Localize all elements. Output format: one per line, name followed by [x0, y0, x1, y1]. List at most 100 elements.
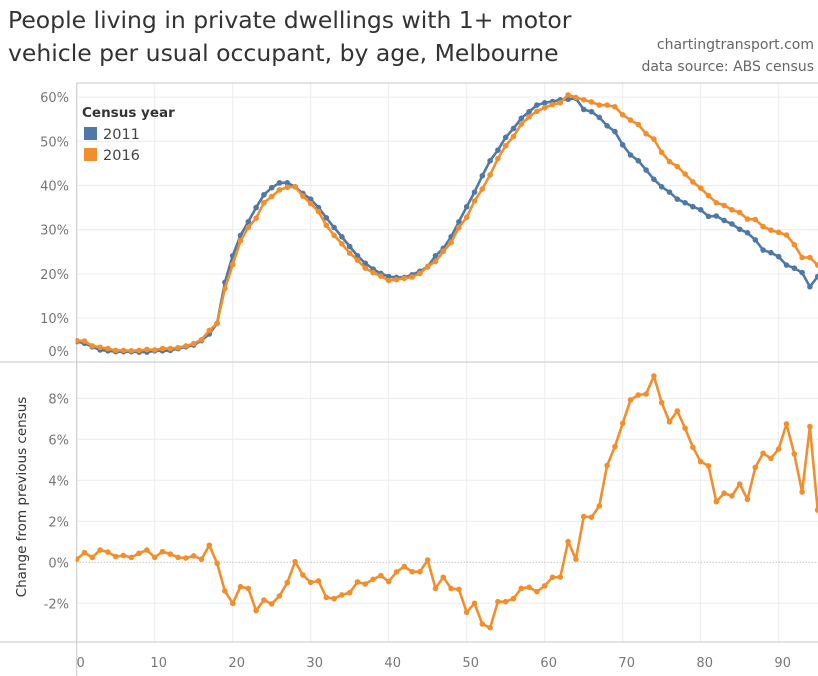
data-point: [89, 343, 96, 349]
data-point: [362, 581, 369, 587]
data-point: [471, 189, 478, 195]
data-point: [612, 104, 618, 110]
data-point: [799, 254, 805, 261]
data-point: [253, 204, 259, 211]
data-point: [167, 551, 174, 557]
data-point: [183, 343, 189, 349]
data-point: [151, 347, 158, 353]
data-point: [144, 346, 150, 353]
data-point: [612, 443, 618, 450]
data-point: [448, 585, 454, 592]
data-point: [487, 157, 493, 164]
data-point: [97, 547, 103, 553]
data-point: [261, 597, 267, 603]
data-point: [534, 102, 540, 108]
data-point: [752, 237, 759, 243]
x-tick-label: 60: [540, 656, 557, 671]
data-point: [721, 202, 727, 209]
data-point: [495, 147, 501, 153]
data-point: [268, 193, 275, 200]
data-point: [666, 189, 673, 195]
data-point: [479, 186, 486, 192]
data-point: [596, 114, 603, 121]
data-point: [760, 247, 766, 253]
credit-text: chartingtransport.com: [656, 37, 814, 53]
data-point: [760, 223, 766, 230]
x-tick-label: 30: [306, 656, 323, 671]
series-line-change: [75, 374, 818, 630]
data-point: [768, 227, 774, 233]
data-point: [284, 579, 291, 586]
data-point: [136, 550, 142, 557]
data-point: [432, 258, 439, 265]
data-point: [721, 217, 727, 224]
y-tick-label: 50%: [40, 135, 69, 150]
data-point: [580, 513, 587, 520]
data-point: [814, 262, 818, 268]
data-point: [175, 344, 181, 351]
data-point: [75, 556, 80, 563]
data-point: [245, 585, 252, 592]
data-point: [604, 123, 610, 129]
data-point: [651, 373, 657, 379]
data-point: [315, 578, 322, 584]
data-point: [510, 595, 517, 602]
legend-swatch-2011: [84, 127, 97, 140]
data-point: [580, 106, 587, 113]
x-tick-label: 20: [228, 656, 245, 671]
data-point: [292, 558, 298, 565]
data-point: [237, 583, 244, 590]
y-tick-label: 0%: [48, 556, 69, 571]
data-point: [284, 180, 291, 186]
series-group: [75, 92, 818, 355]
series-line-2011: [76, 97, 818, 354]
data-point: [713, 213, 720, 219]
data-point: [502, 142, 509, 149]
y-tick-label: 2%: [48, 515, 69, 530]
data-point: [705, 463, 712, 469]
data-point: [105, 549, 111, 555]
y-tick-label: 4%: [48, 474, 69, 489]
data-point: [619, 142, 626, 148]
data-point: [424, 263, 431, 270]
data-point: [635, 121, 642, 128]
data-point: [814, 507, 818, 513]
data-point: [643, 130, 649, 137]
data-point: [814, 273, 818, 280]
data-point: [596, 102, 603, 108]
data-point: [112, 553, 119, 560]
data-point: [89, 554, 96, 561]
series-line-2016: [76, 93, 818, 353]
data-point: [424, 557, 431, 563]
y-tick-label: 0%: [48, 345, 69, 360]
data-point: [682, 199, 688, 206]
data-point: [588, 108, 595, 115]
data-point: [229, 261, 236, 268]
data-point: [807, 283, 813, 290]
data-point: [541, 100, 548, 106]
data-point: [463, 214, 470, 221]
data-point: [619, 111, 626, 118]
data-point: [760, 450, 766, 457]
series-group: [75, 373, 818, 631]
data-point: [409, 568, 415, 575]
data-point: [456, 218, 462, 225]
data-point: [635, 392, 642, 398]
data-point: [432, 252, 439, 259]
data-point: [417, 568, 423, 575]
data-point: [81, 338, 88, 344]
data-point: [697, 458, 704, 465]
data-point: [729, 207, 735, 213]
data-point: [658, 149, 665, 156]
y-tick-label: 8%: [48, 392, 69, 407]
data-point: [775, 446, 782, 452]
data-point: [370, 576, 376, 583]
data-point: [799, 269, 805, 276]
data-point: [346, 243, 353, 250]
data-point: [276, 187, 283, 193]
data-point: [120, 347, 127, 354]
data-point: [307, 200, 314, 207]
data-point: [674, 196, 681, 203]
data-point: [495, 598, 501, 605]
